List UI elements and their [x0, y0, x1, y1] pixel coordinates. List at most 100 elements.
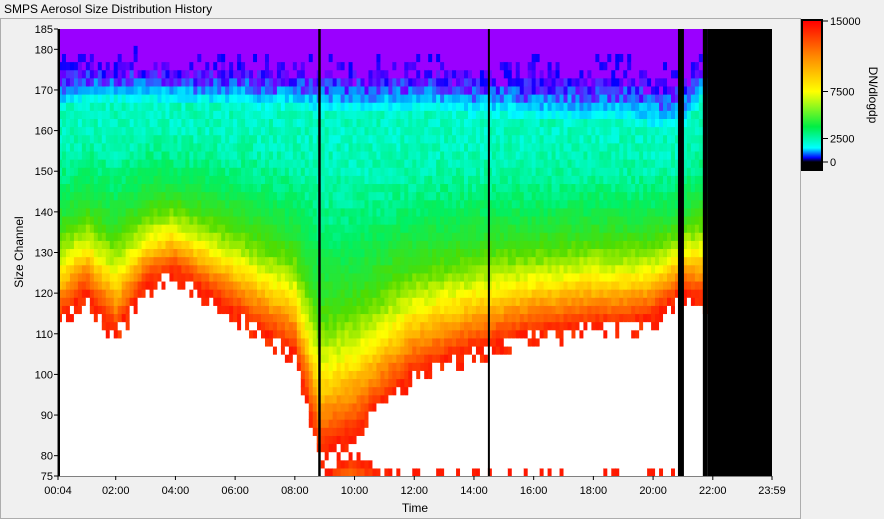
- heatmap-cell: [384, 329, 389, 339]
- heatmap-cell: [141, 305, 147, 315]
- heatmap-cell: [209, 175, 214, 185]
- heatmap-cell: [264, 289, 270, 298]
- heatmap-cell: [292, 443, 298, 453]
- heatmap-cell: [320, 256, 326, 266]
- heatmap-cell: [304, 248, 310, 258]
- heatmap-cell: [264, 126, 270, 136]
- heatmap-cell: [384, 386, 389, 396]
- heatmap-cell: [304, 77, 310, 87]
- heatmap-cell: [137, 264, 143, 274]
- heatmap-cell: [221, 126, 226, 136]
- heatmap-cell: [85, 45, 91, 54]
- heatmap-cell: [89, 248, 95, 258]
- heatmap-cell: [268, 77, 274, 87]
- heatmap-cell: [364, 134, 370, 144]
- heatmap-cell: [61, 142, 67, 152]
- heatmap-cell: [213, 53, 218, 63]
- heatmap-cell: [221, 102, 226, 111]
- heatmap-cell: [249, 297, 254, 306]
- heatmap-cell: [388, 224, 393, 233]
- heatmap-cell: [137, 443, 143, 453]
- heatmap-cell: [364, 256, 370, 266]
- heatmap-cell: [129, 126, 135, 136]
- heatmap-cell: [268, 134, 274, 144]
- heatmap-cell: [205, 297, 210, 306]
- heatmap-cell: [193, 232, 198, 241]
- heatmap-cell: [280, 37, 286, 46]
- heatmap-cell: [292, 345, 298, 355]
- heatmap-cell: [308, 207, 314, 217]
- heatmap-cell: [229, 459, 234, 469]
- heatmap-cell: [352, 394, 358, 404]
- heatmap-cell: [189, 167, 194, 176]
- heatmap-cell: [400, 443, 405, 453]
- heatmap-cell: [145, 183, 151, 193]
- heatmap-cell: [161, 207, 167, 217]
- heatmap-cell: [173, 362, 179, 371]
- heatmap-cell: [229, 313, 234, 323]
- heatmap-cell: [205, 118, 210, 128]
- heatmap-cell: [73, 142, 79, 152]
- heatmap-cell: [137, 410, 143, 420]
- heatmap-cell: [113, 402, 119, 412]
- heatmap-cell: [149, 134, 155, 144]
- heatmap-cell: [408, 451, 413, 461]
- heatmap-cell: [109, 280, 115, 290]
- heatmap-cell: [193, 329, 198, 339]
- heatmap-cell: [241, 53, 246, 63]
- heatmap-cell: [352, 224, 358, 233]
- heatmap-cell: [113, 272, 119, 282]
- heatmap-cell: [129, 191, 135, 201]
- heatmap-cell: [324, 443, 330, 453]
- heatmap-cell: [324, 85, 330, 95]
- heatmap-cell: [213, 337, 218, 347]
- heatmap-cell: [288, 345, 294, 355]
- heatmap-cell: [121, 150, 127, 160]
- heatmap-cell: [173, 77, 179, 87]
- heatmap-cell: [264, 175, 270, 185]
- heatmap-cell: [324, 167, 330, 176]
- heatmap-cell: [360, 345, 366, 355]
- heatmap-cell: [101, 394, 107, 404]
- heatmap-cell: [177, 459, 182, 469]
- heatmap-cell: [364, 329, 370, 339]
- heatmap-cell: [336, 443, 342, 453]
- heatmap-cell: [360, 337, 366, 347]
- heatmap-cell: [97, 329, 103, 339]
- heatmap-cell: [400, 167, 405, 176]
- heatmap-cell: [101, 159, 107, 168]
- heatmap-cell: [348, 337, 354, 347]
- heatmap-cell: [324, 45, 330, 54]
- heatmap-cell: [280, 272, 286, 282]
- heatmap-cell: [58, 240, 63, 250]
- heatmap-cell: [416, 215, 421, 225]
- heatmap-cell: [245, 142, 250, 152]
- heatmap-cell: [109, 102, 115, 111]
- heatmap-cell: [225, 191, 230, 201]
- heatmap-cell: [137, 29, 143, 38]
- heatmap-cell: [284, 102, 290, 111]
- heatmap-cell: [324, 232, 330, 241]
- heatmap-cell: [404, 402, 409, 412]
- heatmap-cell: [101, 77, 107, 87]
- heatmap-cell: [304, 142, 310, 152]
- heatmap-cell: [173, 329, 179, 339]
- heatmap-cell: [253, 378, 258, 388]
- heatmap-cell: [360, 118, 366, 128]
- heatmap-cell: [272, 232, 278, 241]
- heatmap-cell: [264, 305, 270, 315]
- heatmap-cell: [77, 94, 83, 103]
- heatmap-cell: [312, 345, 318, 355]
- heatmap-cell: [320, 337, 326, 347]
- heatmap-cell: [324, 240, 330, 250]
- heatmap-cell: [185, 248, 190, 258]
- heatmap-cell: [149, 451, 155, 461]
- heatmap-cell: [209, 45, 214, 54]
- heatmap-cell: [364, 248, 370, 258]
- heatmap-cell: [304, 370, 310, 380]
- heatmap-cell: [121, 394, 127, 404]
- heatmap-cell: [300, 305, 306, 315]
- heatmap-cell: [73, 45, 79, 54]
- heatmap-cell: [77, 142, 83, 152]
- heatmap-cell: [332, 118, 338, 128]
